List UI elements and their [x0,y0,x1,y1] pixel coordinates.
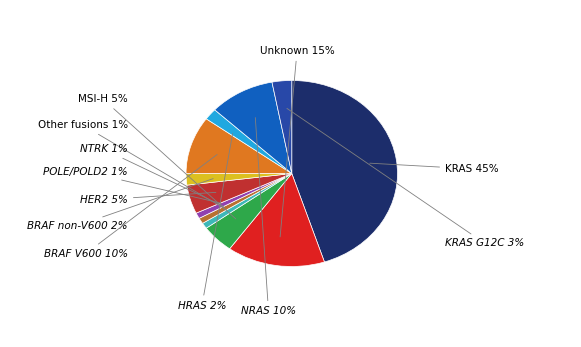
Wedge shape [186,119,292,174]
Wedge shape [215,82,292,174]
Wedge shape [203,174,292,228]
Wedge shape [292,81,397,262]
Text: Unknown 15%: Unknown 15% [260,46,335,237]
Text: KRAS 45%: KRAS 45% [370,163,498,174]
Text: NRAS 10%: NRAS 10% [241,118,296,316]
Text: HRAS 2%: HRAS 2% [178,134,232,311]
Wedge shape [187,174,292,213]
Text: BRAF V600 10%: BRAF V600 10% [44,154,217,259]
Wedge shape [206,110,292,174]
Text: BRAF non-V600 2%: BRAF non-V600 2% [27,179,213,231]
Text: POLE/POLD2 1%: POLE/POLD2 1% [44,167,221,203]
Text: MSI-H 5%: MSI-H 5% [78,94,236,219]
Text: NTRK 1%: NTRK 1% [80,144,224,206]
Text: KRAS G12C 3%: KRAS G12C 3% [287,108,524,248]
Text: Other fusions 1%: Other fusions 1% [38,120,227,210]
Wedge shape [196,174,292,218]
Wedge shape [199,174,292,223]
Wedge shape [186,174,292,185]
Wedge shape [206,174,292,249]
Text: HER2 5%: HER2 5% [80,192,216,204]
Wedge shape [272,81,292,174]
Wedge shape [229,174,324,266]
